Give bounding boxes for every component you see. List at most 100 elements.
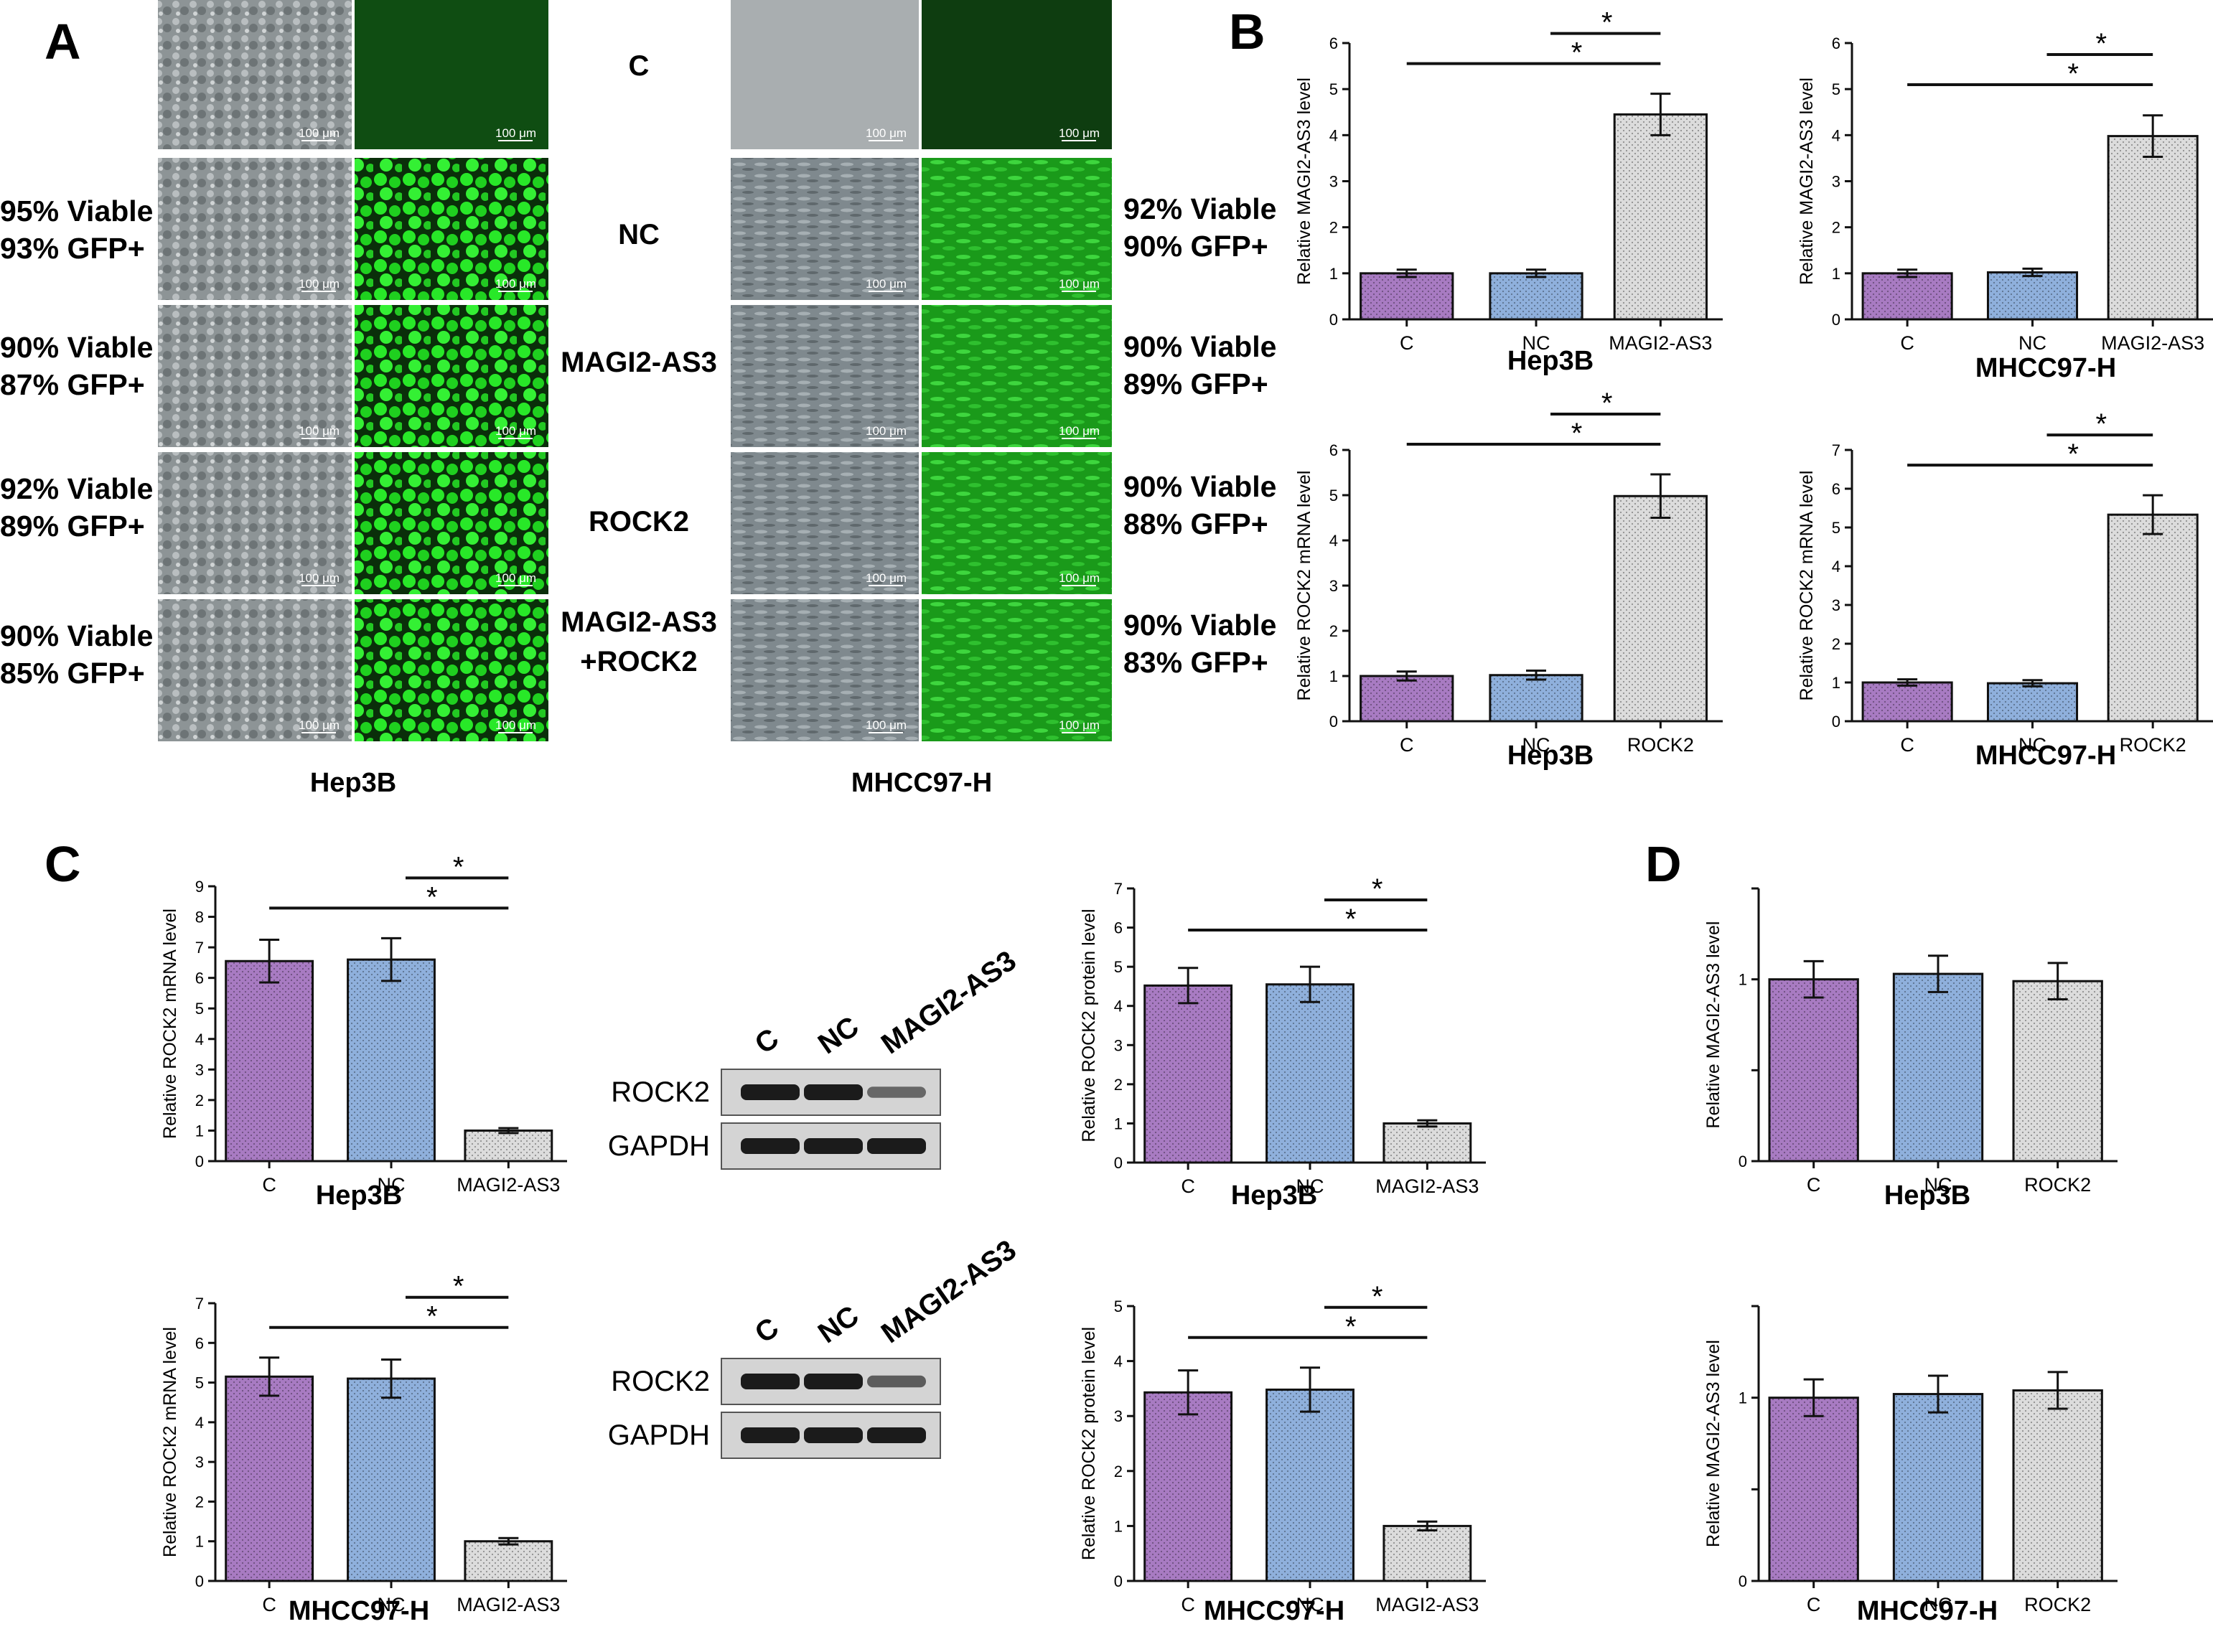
mhcc-phase-2: 100 μm — [731, 305, 919, 447]
mhcc-phase-4-image — [731, 599, 919, 741]
mhcc-viability: 90% Viable — [1123, 470, 1277, 503]
blot-band — [804, 1138, 863, 1154]
x-axis-title: Hep3B — [1231, 1181, 1317, 1211]
chart-b3: 0 1 2 3 4 5 6 Relative ROCK2 mRNA level C NC ROCK2… — [1294, 388, 1723, 771]
y-tick-label: 2 — [1114, 1463, 1123, 1480]
x-category-label: MAGI2-AS3 — [1375, 1175, 1479, 1197]
y-axis-label: Relative ROCK2 mRNA level — [160, 909, 180, 1139]
chart-c2: 0 1 2 3 4 5 6 7 Relative ROCK2 protein level C NC M… — [1079, 873, 1486, 1211]
x-axis-title: Hep3B — [1884, 1181, 1970, 1211]
panel-letter-c: C — [45, 836, 81, 892]
western-blot-1: C NC MAGI2-AS3 ROCK2 GAPDH — [608, 944, 1022, 1170]
y-tick-label: 3 — [1114, 1407, 1123, 1425]
y-tick-label: 4 — [1832, 558, 1840, 576]
x-category-label: C — [1900, 734, 1914, 756]
x-category-label: C — [1900, 332, 1914, 354]
y-tick-label: 2 — [1832, 635, 1840, 653]
bar-texture — [225, 1376, 313, 1581]
y-tick-label: 0 — [1739, 1572, 1747, 1590]
mhcc-phase-0-image — [731, 0, 919, 149]
y-tick-label: 2 — [1832, 219, 1840, 237]
hep3b-gfp-4-image — [355, 599, 548, 741]
x-category-label: C — [1807, 1174, 1821, 1196]
sig-star: * — [1345, 1311, 1357, 1343]
bar-texture — [1383, 1123, 1471, 1163]
y-axis-label: Relative ROCK2 mRNA level — [1797, 471, 1817, 701]
sig-star: * — [453, 1271, 464, 1303]
sig-star: * — [426, 1301, 438, 1333]
x-category-label: MAGI2-AS3 — [1375, 1594, 1479, 1615]
y-tick-label: 4 — [1114, 998, 1123, 1015]
x-axis-title: MHCC97-H — [1975, 353, 2116, 383]
y-tick-label: 5 — [1329, 487, 1338, 504]
bar-texture — [1988, 272, 2077, 319]
sig-star: * — [1372, 1281, 1383, 1313]
sig-star: * — [1601, 388, 1613, 419]
hep3b-gfp-2-image — [355, 305, 548, 447]
hep3b-phase-0: 100 μm — [158, 0, 352, 149]
blot-band — [867, 1427, 926, 1443]
scale-label: 100 μm — [1059, 424, 1100, 438]
blot-row-label-rock2: ROCK2 — [611, 1076, 710, 1108]
mhcc-gfp-1-image — [922, 158, 1112, 300]
y-tick-label: 6 — [195, 970, 204, 987]
group-label-3: ROCK2 — [589, 506, 689, 538]
x-category-label: C — [1181, 1175, 1195, 1197]
y-tick-label: 5 — [1329, 80, 1338, 98]
hep3b-gfp-4: 100 μm — [355, 599, 548, 741]
scale-label: 100 μm — [1059, 571, 1100, 585]
x-category-label: NC — [378, 1174, 406, 1196]
y-tick-label: 7 — [1114, 880, 1123, 898]
mhcc-gfp-percent: 89% GFP+ — [1123, 367, 1268, 400]
y-tick-label: 0 — [1114, 1154, 1123, 1172]
western-blot-2: C NC MAGI2-AS3 ROCK2 GAPDH — [608, 1234, 1022, 1459]
x-category-label: MAGI2-AS3 — [1609, 332, 1712, 354]
y-tick-label: 5 — [1114, 958, 1123, 976]
bar-texture — [1988, 683, 2077, 721]
y-tick-label: 0 — [1329, 713, 1338, 731]
hep3b-viability: 95% Viable — [0, 194, 154, 227]
y-tick-label: 4 — [1114, 1353, 1123, 1371]
x-axis-title: Hep3B — [316, 1181, 402, 1211]
blot-row-label-gapdh: GAPDH — [608, 1419, 710, 1451]
scale-label: 100 μm — [299, 424, 340, 438]
blot-band — [741, 1138, 800, 1154]
x-category-label: ROCK2 — [2120, 734, 2186, 756]
x-axis-title: MHCC97-H — [289, 1596, 429, 1626]
mhcc-phase-4: 100 μm — [731, 599, 919, 741]
sig-star: * — [1601, 7, 1613, 39]
chart-d2: 0 1 Relative MAGI2-AS3 level C NC ROCK2 MHCC97… — [1703, 1305, 2118, 1626]
y-tick-label: 1 — [1329, 667, 1338, 685]
sig-star: * — [453, 851, 464, 883]
bar-texture — [1614, 114, 1707, 320]
y-axis-label: Relative ROCK2 protein level — [1079, 1327, 1099, 1560]
sig-star: * — [426, 881, 438, 913]
hep3b-phase-3: 100 μm — [158, 452, 352, 594]
x-category-label: ROCK2 — [2024, 1174, 2091, 1196]
y-tick-label: 4 — [195, 1031, 204, 1048]
hep3b-gfp-3: 100 μm — [355, 452, 548, 594]
y-tick-label: 2 — [1114, 1076, 1123, 1094]
mhcc-phase-1: 100 μm — [731, 158, 919, 300]
x-category-label: NC — [378, 1594, 406, 1615]
bar-texture — [347, 959, 435, 1161]
blot-row-label-gapdh: GAPDH — [608, 1130, 710, 1162]
y-tick-label: 0 — [195, 1153, 204, 1170]
panel-letter-b: B — [1229, 4, 1265, 60]
bar-texture — [2013, 1390, 2102, 1581]
mhcc-phase-3-image — [731, 452, 919, 594]
mhcc-viability: 92% Viable — [1123, 192, 1277, 225]
bar-texture — [464, 1541, 552, 1581]
mhcc-gfp-percent: 90% GFP+ — [1123, 230, 1268, 263]
bar-texture — [1863, 682, 1952, 721]
y-tick-label: 7 — [1832, 441, 1840, 459]
y-tick-label: 1 — [1114, 1114, 1123, 1132]
mhcc-gfp-0: 100 μm — [922, 0, 1112, 149]
mhcc-gfp-3-image — [922, 452, 1112, 594]
x-axis-title: MHCC97-H — [1857, 1596, 1998, 1626]
y-tick-label: 5 — [1832, 80, 1840, 98]
x-category-label: NC — [1522, 734, 1550, 756]
scale-label: 100 μm — [299, 718, 340, 732]
lane-label: C — [749, 1023, 785, 1061]
